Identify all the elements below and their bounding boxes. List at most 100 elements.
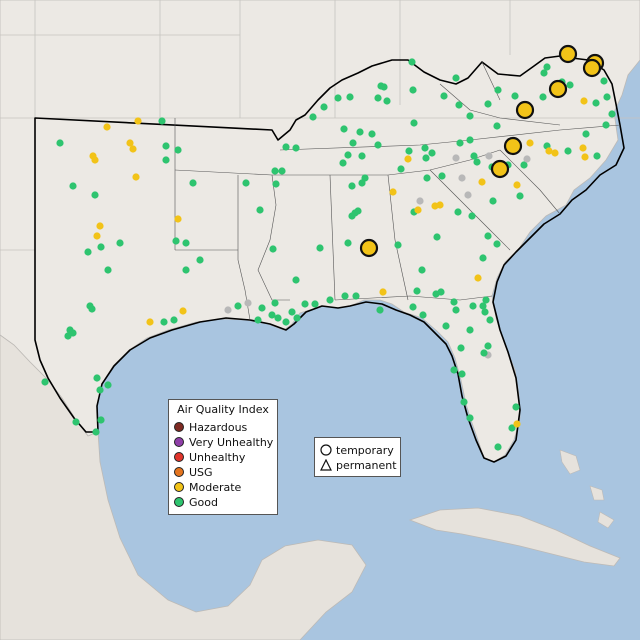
monitor-marker[interactable] <box>442 322 450 330</box>
monitor-marker[interactable] <box>513 181 521 189</box>
temporary-monitor-marker[interactable] <box>503 136 523 156</box>
monitor-marker[interactable] <box>368 130 376 138</box>
monitor-marker[interactable] <box>409 86 417 94</box>
monitor-marker[interactable] <box>482 296 490 304</box>
monitor-marker[interactable] <box>484 232 492 240</box>
temporary-monitor-marker[interactable] <box>490 159 510 179</box>
monitor-marker[interactable] <box>344 239 352 247</box>
no-data-monitor-marker[interactable] <box>224 306 232 314</box>
monitor-marker[interactable] <box>126 139 134 147</box>
monitor-marker[interactable] <box>271 167 279 175</box>
monitor-marker[interactable] <box>418 266 426 274</box>
monitor-marker[interactable] <box>486 316 494 324</box>
monitor-marker[interactable] <box>433 233 441 241</box>
no-data-monitor-marker[interactable] <box>452 154 460 162</box>
monitor-marker[interactable] <box>600 77 608 85</box>
monitor-marker[interactable] <box>466 414 474 422</box>
monitor-marker[interactable] <box>579 144 587 152</box>
monitor-marker[interactable] <box>431 202 439 210</box>
monitor-marker[interactable] <box>104 266 112 274</box>
monitor-marker[interactable] <box>116 239 124 247</box>
no-data-monitor-marker[interactable] <box>244 299 252 307</box>
monitor-marker[interactable] <box>582 130 590 138</box>
monitor-marker[interactable] <box>581 153 589 161</box>
monitor-marker[interactable] <box>564 147 572 155</box>
monitor-marker[interactable] <box>158 117 166 125</box>
monitor-marker[interactable] <box>540 69 548 77</box>
monitor-marker[interactable] <box>383 97 391 105</box>
monitor-marker[interactable] <box>413 287 421 295</box>
temporary-monitor-marker[interactable] <box>582 58 602 78</box>
monitor-marker[interactable] <box>346 93 354 101</box>
monitor-marker[interactable] <box>414 206 422 214</box>
monitor-marker[interactable] <box>146 318 154 326</box>
monitor-marker[interactable] <box>352 292 360 300</box>
monitor-marker[interactable] <box>566 81 574 89</box>
monitor-marker[interactable] <box>409 303 417 311</box>
monitor-marker[interactable] <box>316 244 324 252</box>
monitor-marker[interactable] <box>493 122 501 130</box>
monitor-marker[interactable] <box>460 398 468 406</box>
monitor-marker[interactable] <box>376 306 384 314</box>
monitor-marker[interactable] <box>421 144 429 152</box>
monitor-marker[interactable] <box>89 152 97 160</box>
monitor-marker[interactable] <box>458 370 466 378</box>
monitor-marker[interactable] <box>450 366 458 374</box>
monitor-marker[interactable] <box>484 100 492 108</box>
monitor-marker[interactable] <box>97 243 105 251</box>
monitor-marker[interactable] <box>410 119 418 127</box>
monitor-marker[interactable] <box>473 158 481 166</box>
monitor-marker[interactable] <box>593 152 601 160</box>
no-data-monitor-marker[interactable] <box>416 197 424 205</box>
monitor-marker[interactable] <box>608 110 616 118</box>
monitor-marker[interactable] <box>479 302 487 310</box>
no-data-monitor-marker[interactable] <box>464 191 472 199</box>
monitor-marker[interactable] <box>292 144 300 152</box>
monitor-marker[interactable] <box>182 239 190 247</box>
monitor-marker[interactable] <box>469 302 477 310</box>
monitor-marker[interactable] <box>481 308 489 316</box>
monitor-marker[interactable] <box>272 180 280 188</box>
monitor-marker[interactable] <box>160 318 168 326</box>
monitor-marker[interactable] <box>174 215 182 223</box>
monitor-marker[interactable] <box>92 428 100 436</box>
monitor-marker[interactable] <box>72 418 80 426</box>
monitor-marker[interactable] <box>134 117 142 125</box>
temporary-monitor-marker[interactable] <box>558 44 578 64</box>
monitor-marker[interactable] <box>103 123 111 131</box>
monitor-marker[interactable] <box>340 125 348 133</box>
no-data-monitor-marker[interactable] <box>485 152 493 160</box>
monitor-marker[interactable] <box>513 420 521 428</box>
monitor-marker[interactable] <box>354 207 362 215</box>
monitor-marker[interactable] <box>489 197 497 205</box>
no-data-monitor-marker[interactable] <box>458 174 466 182</box>
monitor-marker[interactable] <box>545 147 553 155</box>
no-data-monitor-marker[interactable] <box>523 155 531 163</box>
monitor-marker[interactable] <box>309 113 317 121</box>
monitor-marker[interactable] <box>511 92 519 100</box>
monitor-marker[interactable] <box>380 83 388 91</box>
monitor-marker[interactable] <box>64 332 72 340</box>
monitor-marker[interactable] <box>455 101 463 109</box>
monitor-marker[interactable] <box>162 142 170 150</box>
monitor-marker[interactable] <box>419 311 427 319</box>
monitor-marker[interactable] <box>361 174 369 182</box>
monitor-marker[interactable] <box>91 191 99 199</box>
monitor-marker[interactable] <box>470 152 478 160</box>
monitor-marker[interactable] <box>603 93 611 101</box>
monitor-marker[interactable] <box>494 86 502 94</box>
monitor-marker[interactable] <box>452 74 460 82</box>
monitor-marker[interactable] <box>292 276 300 284</box>
monitor-marker[interactable] <box>394 241 402 249</box>
monitor-marker[interactable] <box>428 149 436 157</box>
monitor-marker[interactable] <box>96 386 104 394</box>
monitor-marker[interactable] <box>301 300 309 308</box>
monitor-marker[interactable] <box>104 381 112 389</box>
monitor-marker[interactable] <box>162 156 170 164</box>
monitor-marker[interactable] <box>479 254 487 262</box>
monitor-marker[interactable] <box>326 296 334 304</box>
monitor-marker[interactable] <box>466 136 474 144</box>
monitor-marker[interactable] <box>282 318 290 326</box>
monitor-marker[interactable] <box>405 147 413 155</box>
monitor-marker[interactable] <box>256 206 264 214</box>
